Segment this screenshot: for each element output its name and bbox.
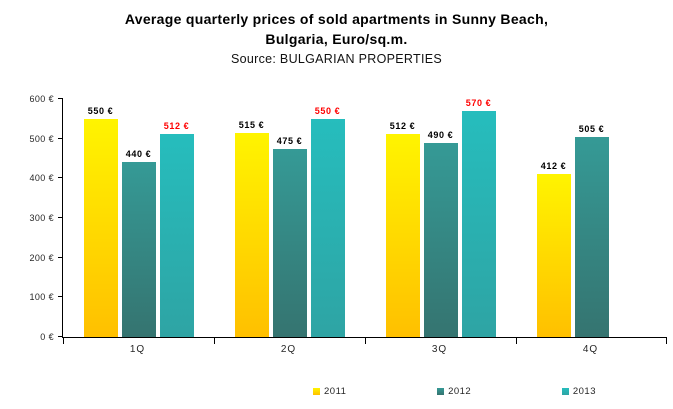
y-axis-tick-label: 400 € (29, 173, 54, 184)
bar-2011-1Q (83, 118, 118, 337)
y-axis-tick-label: 0 € (40, 332, 54, 342)
bar-slot: 490 € (423, 129, 458, 337)
y-axis-tick-label: 600 € (29, 94, 54, 104)
y-axis-tick-mark (58, 256, 63, 258)
bar-slot: 570 € (461, 97, 496, 337)
x-axis-tick-mark (365, 338, 366, 344)
y-axis-tick-mark (58, 217, 63, 218)
x-axis-label-2Q: 2Q (280, 344, 297, 355)
bar-slot: 512 € (385, 120, 420, 337)
bar-slot: 550 € (83, 105, 118, 337)
bar-value-label: 512 € (389, 120, 416, 131)
x-axis-label-4Q: 4Q (582, 344, 599, 355)
y-axis-tick-label: 200 € (29, 252, 54, 263)
x-axis-tick-mark (214, 338, 215, 344)
legend-item-2012: 2012 (437, 386, 471, 397)
bar-value-label: 550 € (314, 105, 341, 116)
bar-value-label: 412 € (540, 160, 567, 171)
bar-value-label: 490 € (427, 129, 454, 140)
bar-value-label: 512 € (163, 120, 190, 131)
bar-2013-3Q (461, 110, 496, 337)
y-axis-tick-mark (58, 137, 63, 139)
plot-area: 0 € 100 € 200 € 300 € 400 € 500 € 600 € 550 € 44… (29, 94, 667, 344)
legend-swatch-2011 (313, 388, 320, 395)
x-axis-labels: 1Q 2Q 3Q 4Q (62, 344, 666, 355)
chart-title-line1: Average quarterly prices of sold apartme… (124, 11, 549, 27)
x-axis-label-1Q: 1Q (129, 344, 146, 355)
bar-2012-1Q (121, 162, 156, 337)
x-axis-tick-mark (516, 338, 517, 344)
bar-value-label: 570 € (465, 97, 492, 108)
bar-2012-3Q (423, 142, 458, 337)
bar-2013-1Q (159, 133, 194, 337)
bar-group-2Q: 515 € 475 € 550 € (214, 99, 365, 337)
legend-swatch-2013 (561, 388, 569, 395)
bar-group-3Q: 512 € 490 € 570 € (365, 97, 516, 337)
x-axis-tick-mark (666, 338, 667, 344)
y-axis-tick-mark (58, 296, 63, 298)
bar-slot: 505 € (574, 123, 609, 337)
chart-source: Source: BULGARIAN PROPERTIES (230, 52, 442, 66)
bar-value-label: 550 € (87, 105, 114, 116)
bar-slot: 440 € (121, 149, 156, 337)
legend-item-2011: 2011 (313, 386, 346, 397)
bar-2011-2Q (234, 132, 269, 337)
bar-2013-2Q (310, 118, 345, 337)
legend-label-2012: 2012 (448, 386, 472, 397)
bar-slot: 512 € (159, 120, 194, 337)
bar-2012-4Q (574, 136, 609, 337)
bar-slot: 475 € (272, 135, 307, 337)
y-axis-tick-mark (58, 177, 63, 179)
bar-value-label: 475 € (276, 135, 303, 146)
legend-label-2011: 2011 (324, 386, 347, 397)
legend-item-2013: 2013 (561, 386, 596, 397)
y-axis-tick-mark (58, 336, 63, 337)
bar-2011-4Q (536, 173, 571, 337)
chart-legend: 2011 2012 2013 (313, 386, 596, 397)
x-axis-label-3Q: 3Q (431, 344, 448, 355)
bar-slot: 515 € (234, 119, 269, 337)
chart-title-block: Average quarterly prices of sold apartme… (0, 9, 673, 66)
bar-value-label: 505 € (578, 123, 605, 134)
bar-slot: 412 € (536, 160, 571, 337)
y-axis-tick-label: 500 € (29, 133, 54, 144)
y-axis-tick-label: 300 € (29, 213, 54, 223)
bar-value-label: 440 € (125, 149, 152, 160)
chart-title-line2: Bulgaria, Euro/sq.m. (265, 31, 408, 47)
bar-group-1Q: 550 € 440 € 512 € (63, 99, 214, 337)
bar-2012-2Q (272, 148, 307, 337)
legend-swatch-2012 (437, 388, 445, 395)
bar-slot: 550 € (310, 105, 345, 337)
bar-2011-3Q (385, 133, 420, 337)
bar-group-4Q: 412 € 505 € (516, 99, 667, 337)
x-axis-tick-mark (63, 338, 64, 344)
y-axis-tick-label: 100 € (29, 292, 54, 303)
bar-value-label: 515 € (238, 119, 265, 130)
legend-label-2013: 2013 (572, 386, 596, 397)
y-axis-tick-mark (58, 98, 63, 99)
